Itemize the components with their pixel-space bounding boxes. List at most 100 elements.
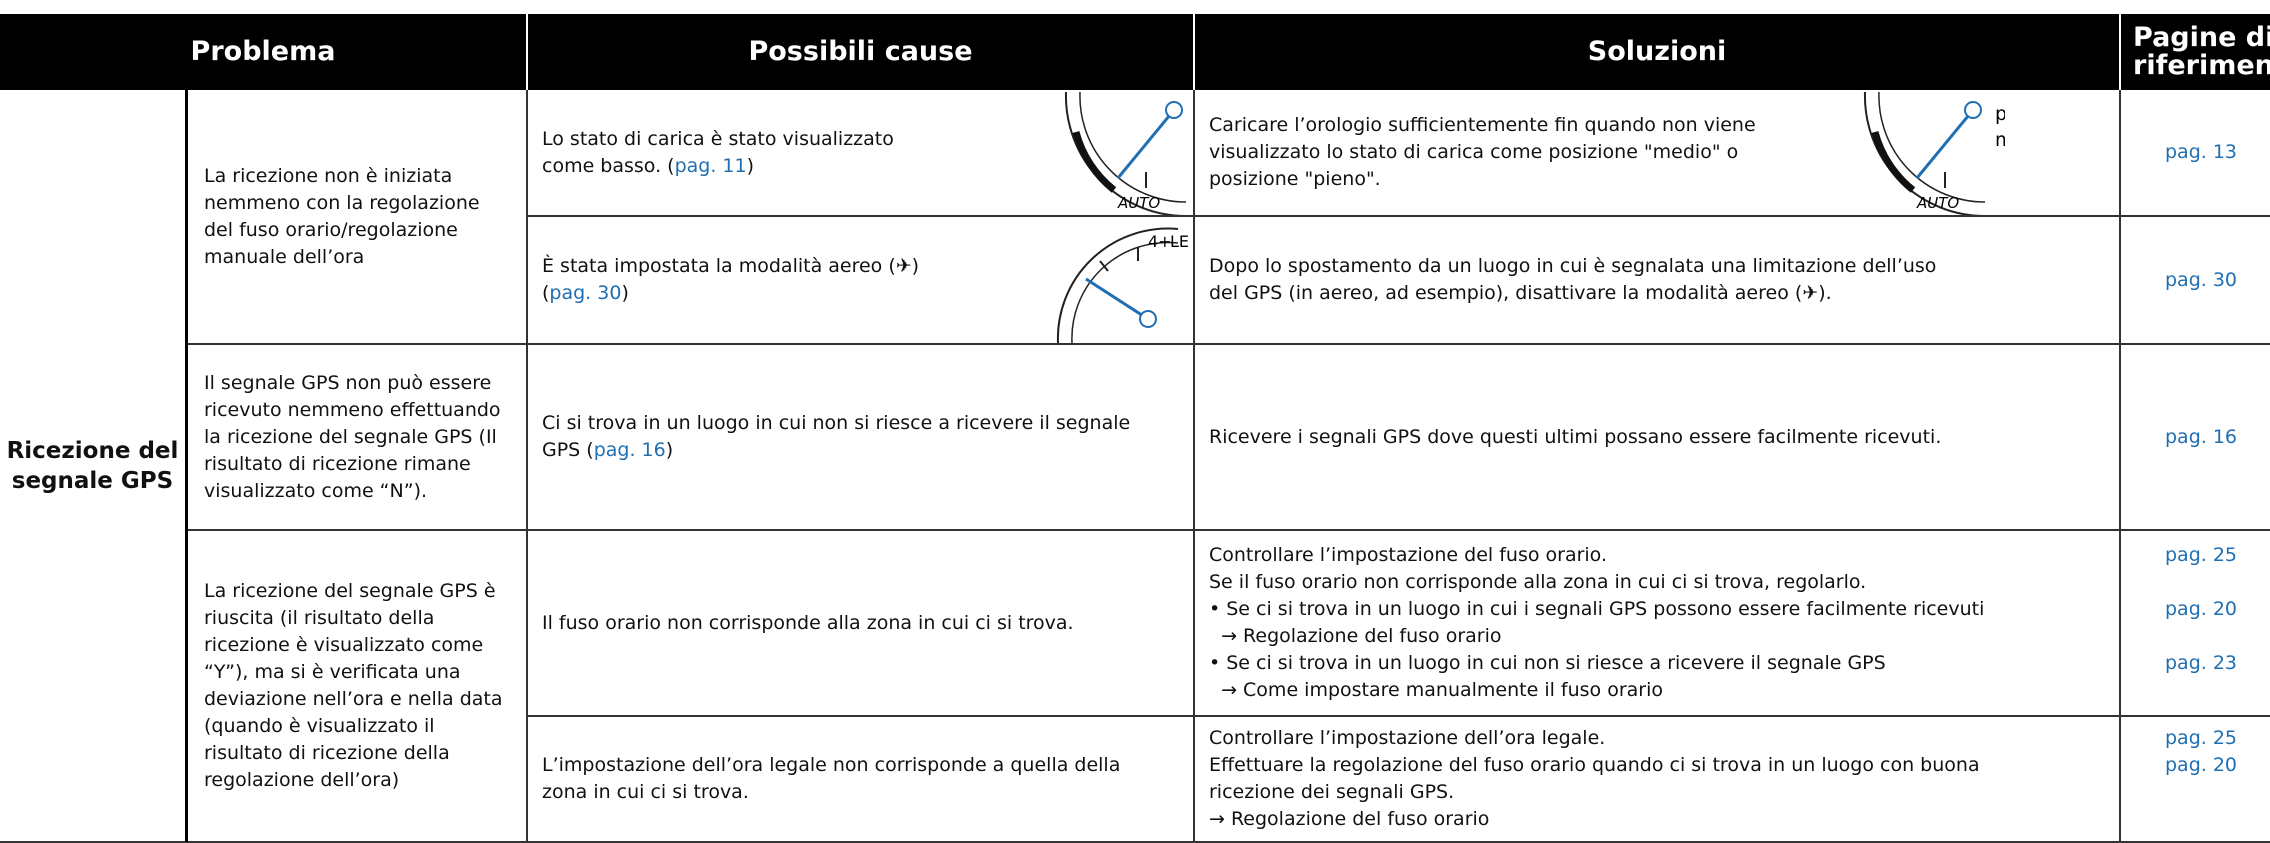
solution-line: • Se ci si trova in un luogo in cui non … [1209, 652, 1886, 674]
solution-line: ricezione dei segnali GPS. [1209, 781, 1455, 803]
header-cell: Pagine di riferimento [2121, 14, 2270, 90]
pages-cell: pag. 25 pag. 20 [2121, 717, 2270, 843]
pages-cell: pag. 30 [2121, 217, 2270, 345]
cause-text: ) [621, 282, 629, 304]
page-link[interactable]: pag. 30 [2165, 268, 2238, 291]
solution-line: Caricare l’orologio sufficientemente fin… [1209, 114, 1756, 136]
spacer [2165, 623, 2266, 650]
problem-cell: La ricezione del segnale GPS è riuscita … [188, 531, 528, 843]
solution-line: Controllare l’impostazione del fuso orar… [1209, 544, 1608, 566]
page-link[interactable]: pag. 11 [674, 154, 747, 177]
page-link[interactable]: pag. 16 [593, 439, 666, 461]
solution-line: del GPS (in aereo, ad esempio), disattiv… [1209, 282, 1832, 304]
solution-line: Dopo lo spostamento da un luogo in cui è… [1209, 255, 1937, 277]
page-link[interactable]: pag. 25 [2165, 544, 2238, 566]
cause-text: ( [542, 282, 550, 304]
header-cell: Soluzioni [1195, 14, 2121, 90]
solution-line: posizione "pieno". [1209, 168, 1381, 190]
cause-line: (pag. 30) [542, 280, 1179, 307]
cause-line: Ci si trova in un luogo in cui non si ri… [542, 410, 1179, 437]
problem-text: Il segnale GPS non può essere ricevuto n… [204, 371, 501, 502]
watch-dial: 4+LE [1056, 227, 1189, 343]
cause-line: È stata impostata la modalità aereo (✈) [542, 253, 1179, 280]
solution-line: Controllare l’impostazione dell’ora lega… [1209, 727, 1606, 749]
solution-cell: Controllare l’impostazione del fuso orar… [1195, 531, 2121, 717]
dial-part [1116, 109, 1176, 179]
cause-text: È stata impostata la modalità aereo (✈) [542, 255, 920, 277]
solution-cell: Dopo lo spostamento da un luogo in cui è… [1195, 217, 2121, 345]
page-link[interactable]: pag. 16 [2165, 425, 2238, 448]
page-link[interactable]: pag. 25 [2165, 727, 2238, 749]
dial-label: LE [1170, 232, 1189, 251]
header-text: Pagine di riferimento [2133, 22, 2270, 81]
dial-part [1165, 101, 1183, 119]
group-label: Ricezione del segnale GPS [6, 437, 179, 494]
problem-cell: La ricezione non è iniziata nemmeno con … [188, 90, 528, 345]
dial-part [1871, 131, 1916, 193]
cause-line: Lo stato di carica è stato visualizzato [542, 126, 1179, 153]
spacer [2165, 806, 2266, 833]
solution-cell: Ricevere i segnali GPS dove questi ultim… [1195, 345, 2121, 531]
solution-cell: Controllare l’impostazione dell’ora lega… [1195, 717, 2121, 843]
cause-line: Il fuso orario non corrisponde alla zona… [542, 610, 1179, 637]
watch-dial: AUTO [1064, 92, 1187, 215]
dial-label: 4+ [1148, 232, 1172, 251]
header-cell: Problema [0, 14, 528, 90]
page-link[interactable]: pag. 30 [549, 282, 622, 304]
dial-label: medio [1995, 129, 2005, 151]
cause-text: ) [746, 154, 755, 177]
cause-text: zona in cui ci si trova. [542, 781, 749, 803]
page-link[interactable]: pag. 13 [2165, 141, 2238, 163]
dial-part [1139, 310, 1157, 328]
dial-part [1072, 131, 1117, 193]
cause-line: L’impostazione dell’ora legale non corri… [542, 752, 1179, 779]
dial-part [1878, 92, 1986, 203]
cause-text: Lo stato di carica è stato visualizzato [542, 127, 894, 150]
cause-text: ) [665, 439, 674, 461]
header-text: Soluzioni [1587, 36, 1727, 67]
group-cell: Ricezione del segnale GPS [0, 90, 188, 843]
solution-line: visualizzato lo stato di carica come pos… [1209, 141, 1739, 163]
solution-line: → Regolazione del fuso orario [1209, 808, 1490, 830]
header-cell: Possibili cause [528, 14, 1195, 90]
spacer [2165, 569, 2266, 596]
page-link[interactable]: pag. 20 [2165, 598, 2238, 620]
cause-line: zona in cui ci si trova. [542, 779, 1179, 806]
cause-cell: È stata impostata la modalità aereo (✈) (… [528, 217, 1195, 345]
page-link[interactable]: pag. 23 [2165, 652, 2238, 674]
pages-cell: pag. 25 pag. 20 pag. 23 [2121, 531, 2270, 717]
cause-text: L’impostazione dell’ora legale non corri… [542, 754, 1121, 776]
dial-part [1915, 109, 1975, 179]
cause-line: GPS (pag. 16) [542, 437, 1179, 464]
solution-cell: Caricare l’orologio sufficientemente fin… [1195, 90, 2121, 217]
solution-line: Effettuare la regolazione del fuso orari… [1209, 754, 1980, 776]
dial-label: posizione [1995, 103, 2005, 125]
watch-dial: AUTO posizione medio [1863, 92, 2005, 215]
cause-cell: Il fuso orario non corrisponde alla zona… [528, 531, 1195, 717]
solution-line: → Come impostare manualmente il fuso ora… [1209, 679, 1664, 701]
dial-label: AUTO [1117, 194, 1160, 212]
dial-part [1085, 277, 1149, 321]
pages-cell: pag. 13 [2121, 90, 2270, 217]
problem-cell: Il segnale GPS non può essere ricevuto n… [188, 345, 528, 531]
cause-cell: Lo stato di carica è stato visualizzato c… [528, 90, 1195, 217]
solution-line: Se il fuso orario non corrisponde alla z… [1209, 571, 1867, 593]
solution-line: Ricevere i segnali GPS dove questi ultim… [1209, 425, 1942, 448]
dial-part [1056, 227, 1179, 343]
page-link[interactable]: pag. 20 [2165, 754, 2238, 776]
header-text: Possibili cause [748, 36, 973, 67]
dial-part [1099, 260, 1109, 272]
problem-text: La ricezione del segnale GPS è riuscita … [204, 580, 503, 791]
cause-cell: Ci si trova in un luogo in cui non si ri… [528, 345, 1195, 531]
cause-text: Il fuso orario non corrisponde alla zona… [542, 611, 1074, 634]
cause-text: come basso. ( [542, 154, 675, 177]
solution-line: → Regolazione del fuso orario [1209, 625, 1502, 647]
header-text: Problema [190, 36, 336, 67]
pages-cell: pag. 16 [2121, 345, 2270, 531]
dial-part [1079, 92, 1187, 203]
problem-text: La ricezione non è iniziata nemmeno con … [204, 164, 480, 268]
dial-part [1964, 101, 1982, 119]
cause-cell: L’impostazione dell’ora legale non corri… [528, 717, 1195, 843]
dial-label: AUTO [1916, 194, 1959, 212]
